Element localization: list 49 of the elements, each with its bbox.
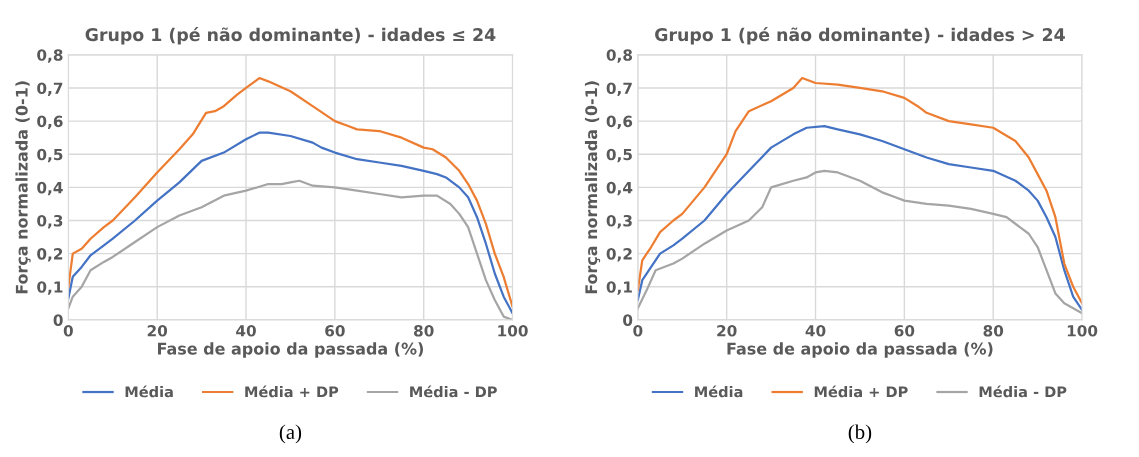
y-tick-label: 0: [623, 314, 633, 326]
y-tick-label: 0,4: [37, 181, 63, 196]
y-axis-title: Força normalizada (0-1): [584, 81, 601, 294]
y-tick-label: 0,8: [37, 49, 63, 63]
x-tick-label: 80: [983, 325, 1004, 337]
legend-label: Média - DP: [979, 385, 1067, 398]
x-tick-label: 20: [717, 325, 737, 337]
y-tick-label: 0,8: [606, 49, 633, 63]
line-series: [68, 76, 513, 308]
x-tick-label: 60: [325, 325, 345, 337]
legend-label: Média: [695, 385, 743, 398]
chart-title: Grupo 1 (pé não dominante) - idades ≤ 24: [85, 27, 496, 45]
line-series: [637, 124, 1083, 312]
x-axis-title: Fase de apoio da passada (%): [158, 342, 423, 358]
x-tick-label: 20: [147, 325, 168, 337]
x-tick-label: 0: [633, 325, 643, 337]
y-tick-label: 0,5: [606, 148, 632, 163]
legend-label: Média - DP: [410, 385, 497, 398]
y-tick-label: 0,3: [37, 214, 63, 229]
line-series: [637, 169, 1083, 315]
x-tick-label: 100: [498, 325, 528, 337]
y-tick-label: 0,3: [606, 214, 632, 229]
x-tick-label: 60: [894, 325, 915, 337]
y-tick-label: 0,7: [606, 82, 632, 96]
x-tick-label: 80: [414, 325, 434, 337]
y-tick-label: 0,6: [37, 115, 63, 130]
y-axis-title: Força normalizada (0-1): [15, 81, 31, 294]
y-tick-label: 0,7: [37, 82, 63, 96]
x-tick-label: 0: [63, 325, 73, 337]
y-tick-label: 0: [53, 314, 63, 326]
text: (b): [848, 424, 872, 444]
chart-title: Grupo 1 (pé não dominante) - idades > 24: [655, 27, 1065, 45]
text: (a): [279, 424, 302, 444]
y-tick-label: 0,2: [37, 248, 63, 262]
y-tick-label: 0,1: [37, 281, 63, 295]
line-series: [637, 76, 1083, 305]
y-tick-label: 0,5: [37, 148, 63, 163]
y-tick-label: 0,4: [606, 181, 633, 196]
x-tick-label: 100: [1067, 325, 1098, 337]
y-tick-label: 0,6: [606, 115, 633, 130]
x-axis-title: Fase de apoio da passada (%): [727, 342, 993, 358]
legend-label: Média: [125, 385, 173, 398]
y-tick-label: 0,1: [606, 281, 632, 295]
x-tick-label: 40: [805, 325, 826, 337]
line-series: [68, 131, 513, 315]
legend-label: Média + DP: [245, 385, 339, 398]
legend-label: Média + DP: [814, 385, 908, 398]
y-tick-label: 0,2: [606, 248, 632, 262]
x-tick-label: 40: [236, 325, 256, 337]
